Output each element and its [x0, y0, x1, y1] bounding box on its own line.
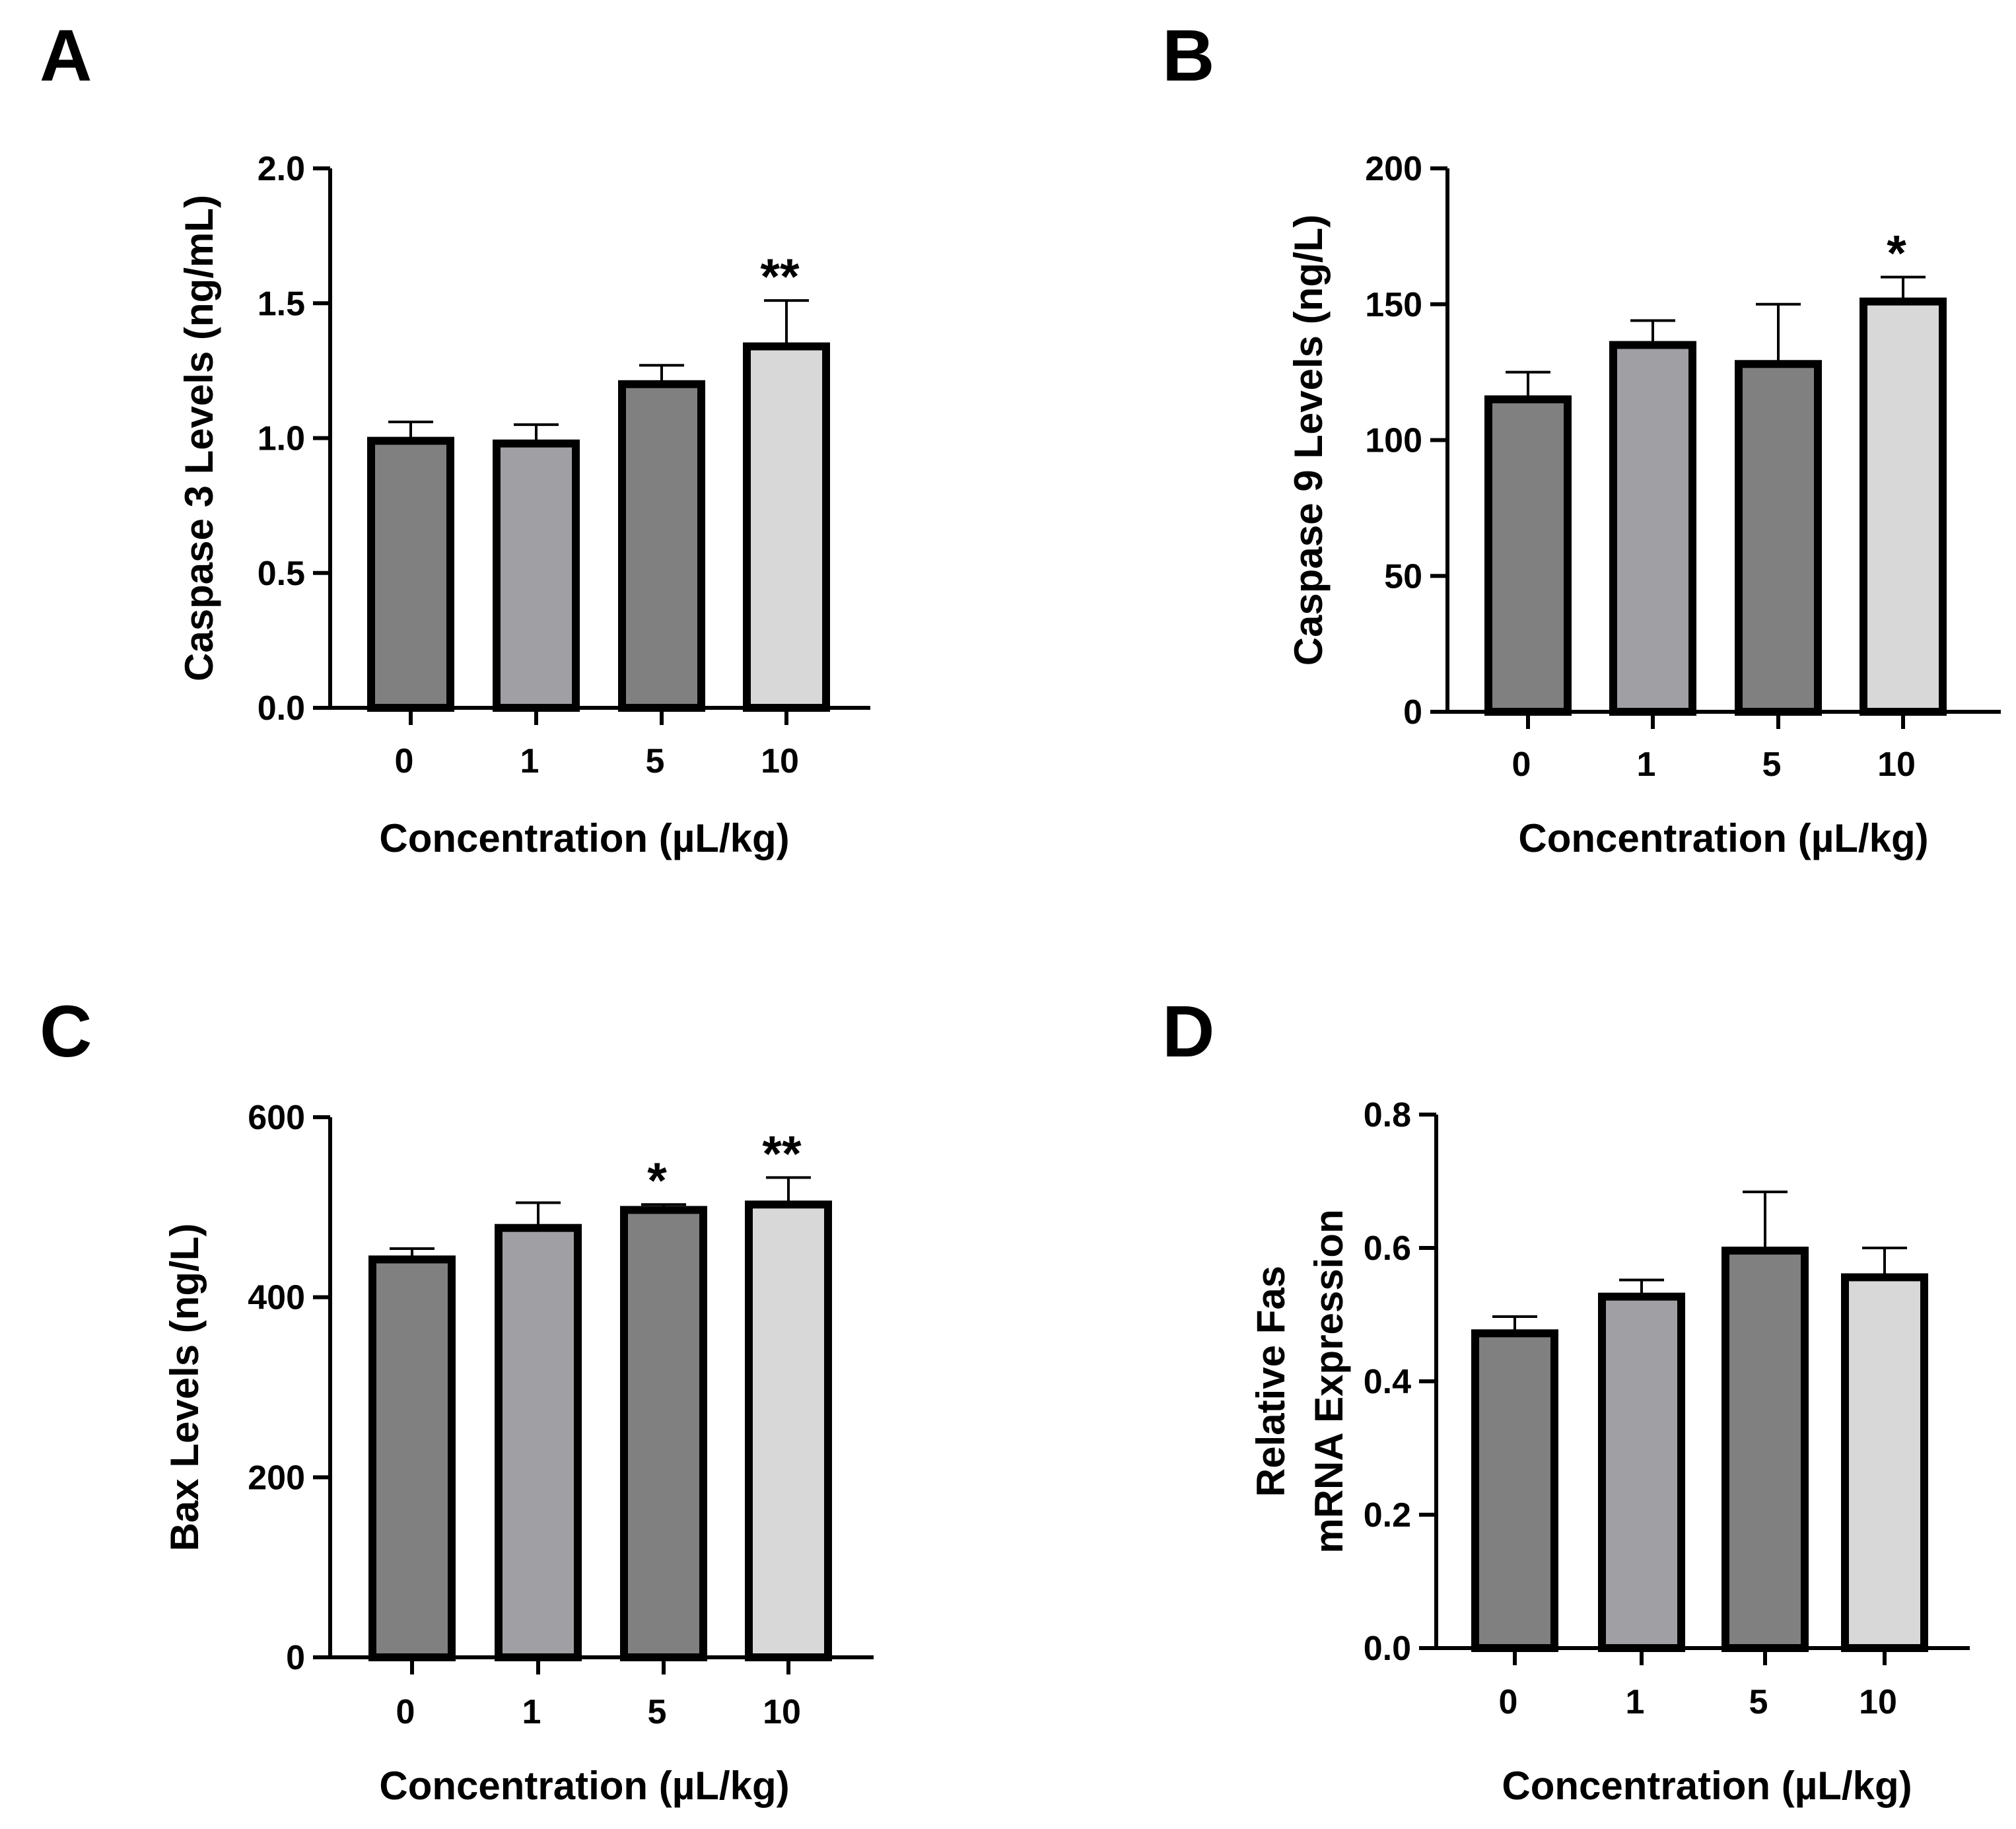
bar — [367, 436, 454, 712]
significance-label: ** — [762, 1126, 802, 1182]
significance-label: ** — [760, 249, 800, 305]
y-tick-label: 0.0 — [1364, 1630, 1411, 1668]
x-tick-label: 5 — [648, 1693, 667, 1731]
bar — [1609, 341, 1696, 716]
y-tick-label: 200 — [1365, 150, 1422, 188]
x-tick-label: 5 — [1749, 1683, 1768, 1721]
chart-panel-b: B 0 50 100 150 200 0 1 5 10 * Concentration (µL/kg)… — [1162, 15, 2001, 860]
y-tick-label: 0.5 — [258, 555, 305, 593]
bar — [495, 1224, 582, 1661]
bar — [1471, 1329, 1558, 1653]
y-tick-label: 0.0 — [258, 689, 305, 728]
y-tick-label: 400 — [248, 1279, 305, 1317]
panel-letter: C — [40, 991, 92, 1072]
x-axis-title: Concentration (µL/kg) — [1502, 1764, 1912, 1808]
y-tick-label: 0.8 — [1364, 1096, 1411, 1134]
x-tick-label: 5 — [646, 742, 665, 780]
y-tick-label: 1.5 — [258, 285, 305, 323]
y-tick-label: 2.0 — [258, 150, 305, 188]
bar — [618, 380, 705, 712]
x-tick-label: 5 — [1762, 745, 1782, 784]
panel-letter: B — [1162, 15, 1214, 96]
x-tick-label: 0 — [1512, 745, 1531, 784]
chart-panel-d: D 0.0 0.2 0.4 0.6 0.8 0 1 5 10 Concentration (µL/k… — [1162, 991, 1970, 1808]
x-axis-title: Concentration (µL/kg) — [379, 816, 789, 860]
chart-panel-c: C 0 200 400 600 0 1 5 * 10 ** Concentration (µL/kg)… — [40, 991, 874, 1808]
bar — [745, 1200, 832, 1661]
bar — [1721, 1247, 1809, 1653]
bar — [1841, 1273, 1928, 1652]
bar — [493, 439, 580, 712]
y-tick-label: 0.2 — [1364, 1496, 1411, 1535]
y-tick-label: 200 — [248, 1459, 305, 1497]
y-axis-title: mRNA Expression — [1307, 1209, 1351, 1553]
x-axis-title: Concentration (µL/kg) — [1518, 816, 1928, 860]
y-tick-label: 0 — [286, 1639, 305, 1677]
significance-label: * — [647, 1153, 667, 1209]
x-tick-label: 1 — [520, 742, 539, 780]
bar — [743, 342, 830, 712]
x-axis-title: Concentration (µL/kg) — [379, 1764, 789, 1808]
y-tick-label: 0.4 — [1364, 1363, 1411, 1401]
x-tick-label: 10 — [763, 1693, 801, 1731]
y-tick-label: 150 — [1365, 286, 1422, 324]
bar — [620, 1206, 707, 1661]
x-tick-label: 1 — [522, 1693, 541, 1731]
significance-label: * — [1887, 226, 1906, 282]
x-tick-label: 0 — [395, 742, 414, 780]
panel-letter: A — [40, 15, 92, 96]
x-tick-label: 10 — [761, 742, 799, 780]
x-tick-label: 1 — [1626, 1683, 1645, 1721]
y-axis-title: Caspase 9 Levels (ng/L) — [1286, 215, 1331, 666]
bar — [1484, 395, 1572, 716]
x-tick-label: 0 — [396, 1693, 415, 1731]
bar — [1598, 1292, 1685, 1652]
x-tick-label: 0 — [1499, 1683, 1518, 1721]
bar — [1860, 297, 1947, 716]
bar — [368, 1255, 456, 1661]
x-tick-label: 10 — [1877, 745, 1916, 784]
x-tick-label: 10 — [1859, 1683, 1897, 1721]
panel-letter: D — [1162, 991, 1214, 1072]
y-tick-label: 0.6 — [1364, 1229, 1411, 1268]
y-axis-title: Caspase 3 Levels (ng/mL) — [177, 195, 221, 681]
y-tick-label: 50 — [1384, 557, 1422, 596]
bar — [1735, 360, 1822, 716]
chart-panel-a: A 0.0 0.5 1.0 1.5 2.0 0 1 5 10 ** Concentration (µL… — [40, 15, 870, 860]
y-tick-label: 100 — [1365, 422, 1422, 460]
y-tick-label: 0 — [1403, 693, 1422, 732]
y-axis-title: Relative Fas — [1249, 1266, 1293, 1497]
y-axis-title: Bax Levels (ng/L) — [162, 1224, 207, 1552]
y-tick-label: 1.0 — [258, 420, 305, 458]
x-tick-label: 1 — [1637, 745, 1656, 784]
y-tick-label: 600 — [248, 1099, 305, 1137]
